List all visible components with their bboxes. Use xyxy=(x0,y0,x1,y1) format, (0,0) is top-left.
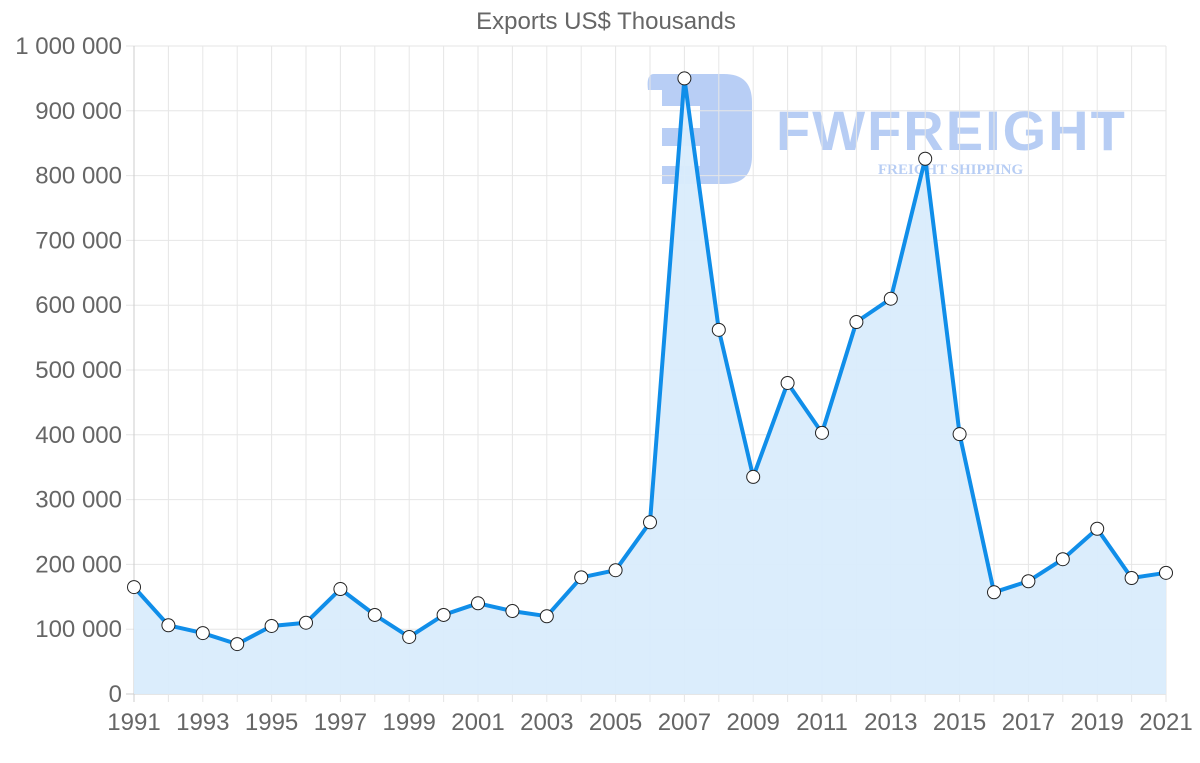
data-point xyxy=(264,618,279,633)
data-point xyxy=(127,580,141,595)
x-tick-label: 2001 xyxy=(451,709,504,736)
y-tick-label: 600 000 xyxy=(35,292,122,319)
y-tick-label: 400 000 xyxy=(35,422,122,449)
data-point xyxy=(987,585,1001,600)
x-tick-label: 2005 xyxy=(589,709,642,736)
x-tick-label: 2013 xyxy=(864,709,917,736)
x-tick-label: 1999 xyxy=(383,709,436,736)
x-axis-ticks: 1991 1993 1995 1997 1999 2001 2003 2005 2007 2009… xyxy=(107,709,1192,736)
data-point xyxy=(677,71,692,86)
data-point xyxy=(608,563,623,578)
data-point xyxy=(952,427,967,442)
y-tick-label: 300 000 xyxy=(35,487,122,514)
data-point xyxy=(436,607,451,622)
data-point xyxy=(1124,571,1139,586)
data-point xyxy=(367,607,382,622)
data-point xyxy=(574,570,589,585)
data-point xyxy=(918,151,933,166)
y-tick-label: 900 000 xyxy=(35,98,122,125)
data-point xyxy=(1021,574,1036,589)
y-tick-label: 200 000 xyxy=(35,551,122,578)
x-tick-label: 2009 xyxy=(727,709,780,736)
data-point xyxy=(230,637,245,652)
data-point xyxy=(711,322,726,337)
data-point xyxy=(471,596,485,611)
x-tick-label: 1995 xyxy=(245,709,298,736)
data-point xyxy=(1055,552,1070,567)
watermark-brand: FWFREIGHT xyxy=(776,99,1127,162)
fwfreight-watermark: FWFREIGHT FREIGHT SHIPPING xyxy=(647,74,1127,184)
chart-title: Exports US$ Thousands xyxy=(476,8,736,35)
data-point xyxy=(883,291,898,306)
x-tick-label: 1997 xyxy=(314,709,367,736)
y-tick-label: 100 000 xyxy=(35,616,122,643)
x-tick-label: 2021 xyxy=(1139,709,1192,736)
y-tick-label: 0 xyxy=(109,681,122,708)
data-point xyxy=(299,615,313,630)
data-points xyxy=(127,71,1173,652)
data-point xyxy=(402,629,417,644)
y-tick-label: 1 000 000 xyxy=(15,33,122,60)
fwfreight-logo-icon xyxy=(647,74,752,184)
data-point xyxy=(643,515,657,530)
y-tick-label: 800 000 xyxy=(35,163,122,190)
data-point xyxy=(505,604,520,619)
watermark-tagline: FREIGHT SHIPPING xyxy=(878,162,1023,178)
x-tick-label: 2011 xyxy=(796,709,848,736)
data-point xyxy=(780,375,795,390)
data-point xyxy=(1090,521,1105,536)
data-point xyxy=(1159,565,1173,580)
data-point xyxy=(539,609,554,624)
x-tick-label: 2003 xyxy=(520,709,573,736)
data-point xyxy=(195,626,210,641)
x-tick-label: 1993 xyxy=(176,709,229,736)
x-tick-label: 1991 xyxy=(107,709,160,736)
data-point xyxy=(161,618,176,633)
data-point xyxy=(746,469,761,484)
x-tick-label: 2019 xyxy=(1071,709,1124,736)
data-point xyxy=(815,425,829,440)
x-tick-label: 2007 xyxy=(658,709,711,736)
x-tick-label: 2017 xyxy=(1002,709,1055,736)
x-tick-label: 2015 xyxy=(933,709,986,736)
data-point xyxy=(849,315,864,330)
y-axis-ticks: 0 100 000 200 000 300 000 400 000 500 000 600 … xyxy=(15,33,122,708)
y-tick-label: 700 000 xyxy=(35,227,122,254)
data-point xyxy=(333,582,348,597)
y-tick-label: 500 000 xyxy=(35,357,122,384)
